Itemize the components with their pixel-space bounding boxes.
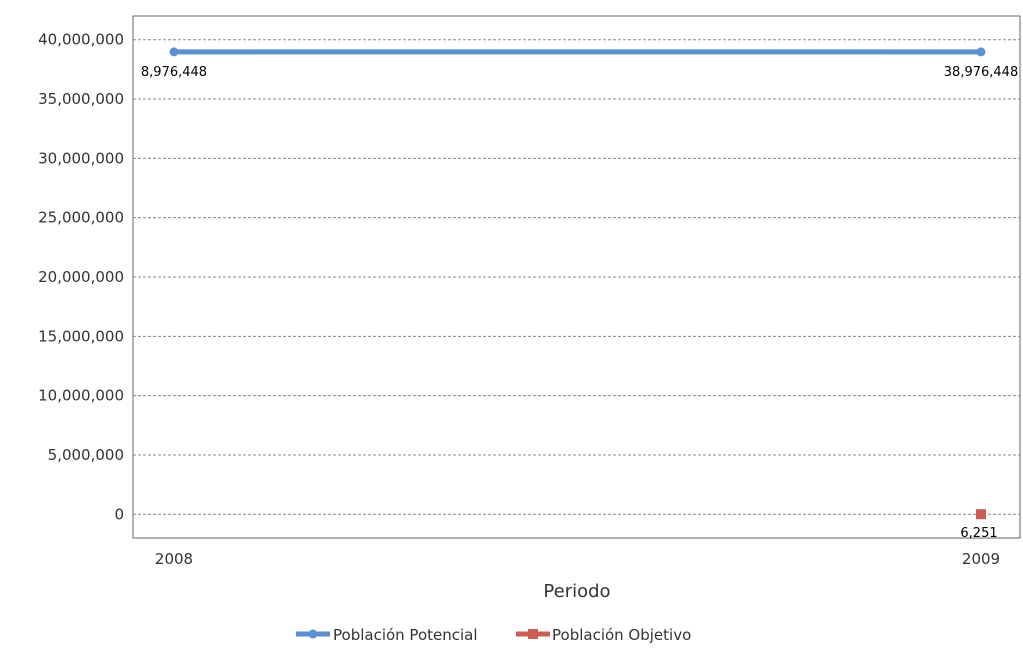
grid-lines [133, 39, 1020, 515]
plot-area [132, 15, 1021, 539]
series-layer [169, 47, 986, 520]
y-tick-label: 5,000,000 [48, 446, 124, 464]
data-point-poblacion-objetivo [976, 509, 986, 520]
y-tick-label: 40,000,000 [38, 31, 124, 49]
legend-marker-poblacion-objetivo [528, 629, 538, 639]
legend[interactable]: Población Potencial Población Objetivo [296, 626, 691, 644]
y-tick-label: 25,000,000 [38, 209, 124, 227]
y-tick-label: 20,000,000 [38, 268, 124, 286]
x-tick-label: 2009 [962, 550, 1000, 568]
x-tick-label: 2008 [155, 550, 193, 568]
data-labels: 8,976,448 38,976,448 6,251 [141, 65, 1018, 541]
legend-label-poblacion-objetivo: Población Objetivo [552, 626, 691, 644]
data-point-poblacion-potencial [169, 47, 179, 57]
legend-item-poblacion-objetivo[interactable]: Población Objetivo [516, 626, 691, 644]
y-tick-labels: 0 5,000,000 10,000,000 15,000,000 20,000,000… [38, 31, 124, 524]
legend-item-poblacion-potencial[interactable]: Población Potencial [296, 626, 478, 644]
y-tick-label: 0 [114, 505, 124, 523]
x-axis-title: Periodo [543, 581, 610, 602]
legend-label-poblacion-potencial: Población Potencial [333, 626, 478, 644]
y-tick-label: 30,000,000 [38, 149, 124, 167]
y-tick-label: 15,000,000 [38, 327, 124, 345]
data-label-poblacion-potencial: 8,976,448 [141, 65, 207, 80]
data-label-poblacion-objetivo: 6,251 [960, 526, 997, 541]
y-tick-label: 10,000,000 [38, 387, 124, 405]
data-point-poblacion-potencial [976, 47, 986, 57]
data-label-poblacion-potencial: 38,976,448 [944, 65, 1018, 80]
x-tick-labels: 2008 2009 [155, 550, 1000, 568]
y-tick-label: 35,000,000 [38, 90, 124, 108]
legend-marker-poblacion-potencial [308, 629, 318, 639]
